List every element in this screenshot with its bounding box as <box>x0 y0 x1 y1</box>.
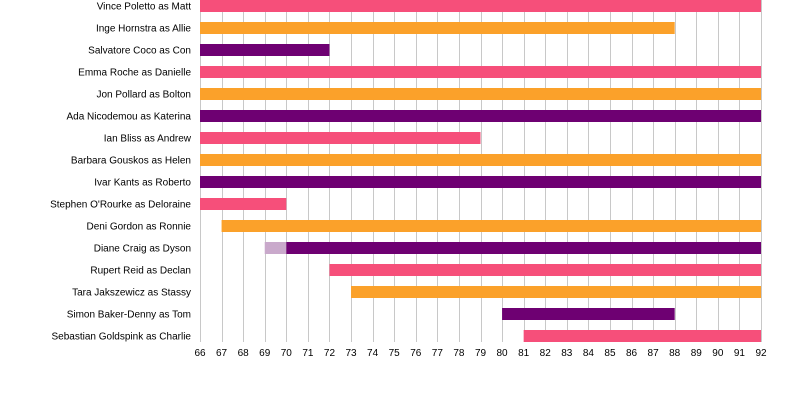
x-tick-label: 88 <box>669 348 681 359</box>
bar-segment <box>200 110 761 122</box>
x-tick-label: 84 <box>583 348 595 359</box>
row-labels: Vince Poletto as Matt Inge Hornstra as Al… <box>50 2 192 343</box>
row-label: Rupert Reid as Declan <box>90 266 191 277</box>
x-tick-label: 78 <box>453 348 465 359</box>
bar-segment <box>200 132 481 144</box>
x-tick-label: 74 <box>367 348 379 359</box>
x-tick-label: 83 <box>561 348 573 359</box>
x-tick-label: 71 <box>302 348 314 359</box>
bar-segment <box>523 330 761 342</box>
x-tick-label: 81 <box>518 348 530 359</box>
bars <box>200 0 762 342</box>
x-tick-label: 72 <box>324 348 336 359</box>
x-tick-label: 66 <box>194 348 206 359</box>
bar-segment <box>351 286 761 298</box>
row-label: Ivar Kants as Roberto <box>94 178 191 189</box>
x-tick-label: 77 <box>432 348 444 359</box>
bar-segment <box>286 242 761 254</box>
x-tick-label: 82 <box>540 348 552 359</box>
row-label: Stephen O'Rourke as Deloraine <box>50 200 191 211</box>
row-label: Simon Baker-Denny as Tom <box>67 310 191 321</box>
bar-segment <box>329 264 761 276</box>
x-tick-label: 89 <box>691 348 703 359</box>
bar-segment <box>200 198 287 210</box>
row-label: Emma Roche as Danielle <box>78 68 191 79</box>
row-label: Jon Pollard as Bolton <box>96 90 191 101</box>
x-tick-label: 87 <box>648 348 660 359</box>
row-label: Ian Bliss as Andrew <box>104 134 192 145</box>
x-tick-labels: 66 67 68 69 70 71 72 73 74 75 76 77 78 79 80 81 82 83 84 85… <box>194 348 767 359</box>
x-tick-label: 92 <box>755 348 767 359</box>
row-label: Inge Hornstra as Allie <box>96 24 191 35</box>
x-tick-label: 70 <box>281 348 293 359</box>
row-label: Vince Poletto as Matt <box>97 2 192 13</box>
bar-segment <box>264 242 287 254</box>
x-tick-label: 86 <box>626 348 638 359</box>
row-label: Deni Gordon as Ronnie <box>86 222 191 233</box>
x-tick-label: 91 <box>734 348 746 359</box>
row-label: Diane Craig as Dyson <box>94 244 191 255</box>
bar-segment <box>221 220 762 232</box>
bar-segment <box>200 44 330 56</box>
bar-segment <box>200 66 761 78</box>
bar-segment <box>200 88 761 100</box>
x-tick-label: 75 <box>389 348 401 359</box>
x-tick-label: 76 <box>410 348 422 359</box>
x-tick-label: 80 <box>497 348 509 359</box>
x-tick-label: 69 <box>259 348 271 359</box>
x-tick-label: 85 <box>604 348 616 359</box>
row-label: Tara Jakszewicz as Stassy <box>72 288 191 299</box>
x-tick-label: 67 <box>216 348 228 359</box>
x-tick-label: 79 <box>475 348 487 359</box>
bar-segment <box>200 176 761 188</box>
x-tick-label: 90 <box>712 348 724 359</box>
row-label: Sebastian Goldspink as Charlie <box>51 332 191 343</box>
bar-segment <box>200 22 675 34</box>
x-tick-label: 68 <box>238 348 250 359</box>
grid-lines <box>200 0 762 342</box>
row-label: Salvatore Coco as Con <box>88 46 191 57</box>
bar-segment <box>200 154 761 166</box>
x-tick-label: 73 <box>345 348 357 359</box>
row-label: Ada Nicodemou as Katerina <box>66 112 191 123</box>
row-label: Barbara Gouskos as Helen <box>71 156 191 167</box>
bar-segment <box>502 308 675 320</box>
bar-segment <box>200 0 761 12</box>
